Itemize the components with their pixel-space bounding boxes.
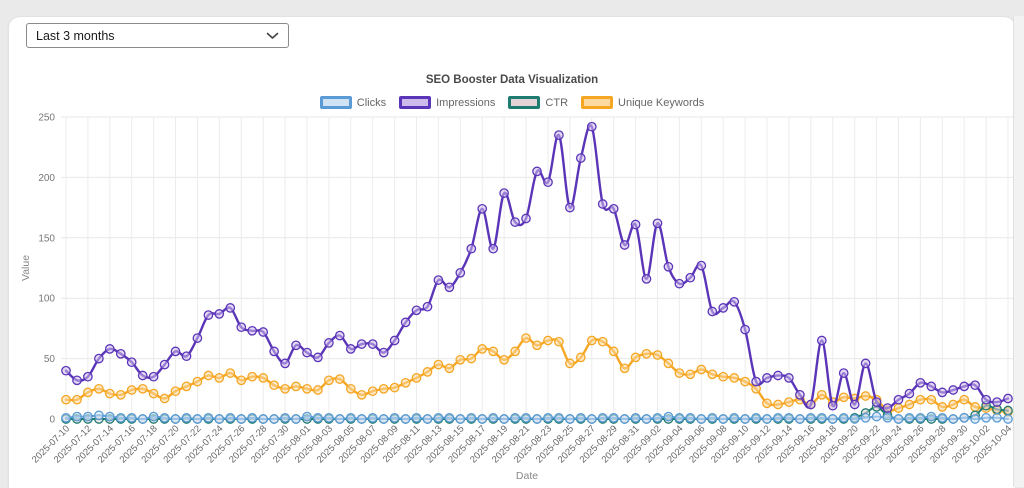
legend-swatch-clicks: [319, 96, 352, 109]
chevron-down-icon: [266, 32, 279, 39]
date-range-value: Last 3 months: [36, 28, 115, 43]
legend-swatch-ctr: [508, 96, 541, 109]
chart-legend: Clicks Impressions CTR Unique Keywords: [9, 96, 1015, 109]
legend-swatch-impressions: [399, 96, 432, 109]
legend-item-unique-keywords[interactable]: Unique Keywords: [581, 96, 704, 109]
legend-label: Unique Keywords: [618, 96, 705, 109]
date-range-select[interactable]: Last 3 months: [26, 23, 289, 48]
chart-title: SEO Booster Data Visualization: [425, 74, 599, 86]
legend-item-clicks[interactable]: Clicks: [319, 96, 387, 109]
legend-label: Impressions: [436, 96, 496, 109]
legend-swatch-unique-keywords: [581, 96, 614, 109]
legend-label: Clicks: [356, 96, 387, 109]
dashboard-card: Last 3 months SEO Booster Data Visualiza…: [8, 16, 1016, 488]
legend-label: CTR: [545, 96, 569, 109]
scrollbar-track[interactable]: [1013, 16, 1024, 487]
legend-item-impressions[interactable]: Impressions: [399, 96, 495, 109]
legend-item-ctr[interactable]: CTR: [508, 96, 568, 109]
